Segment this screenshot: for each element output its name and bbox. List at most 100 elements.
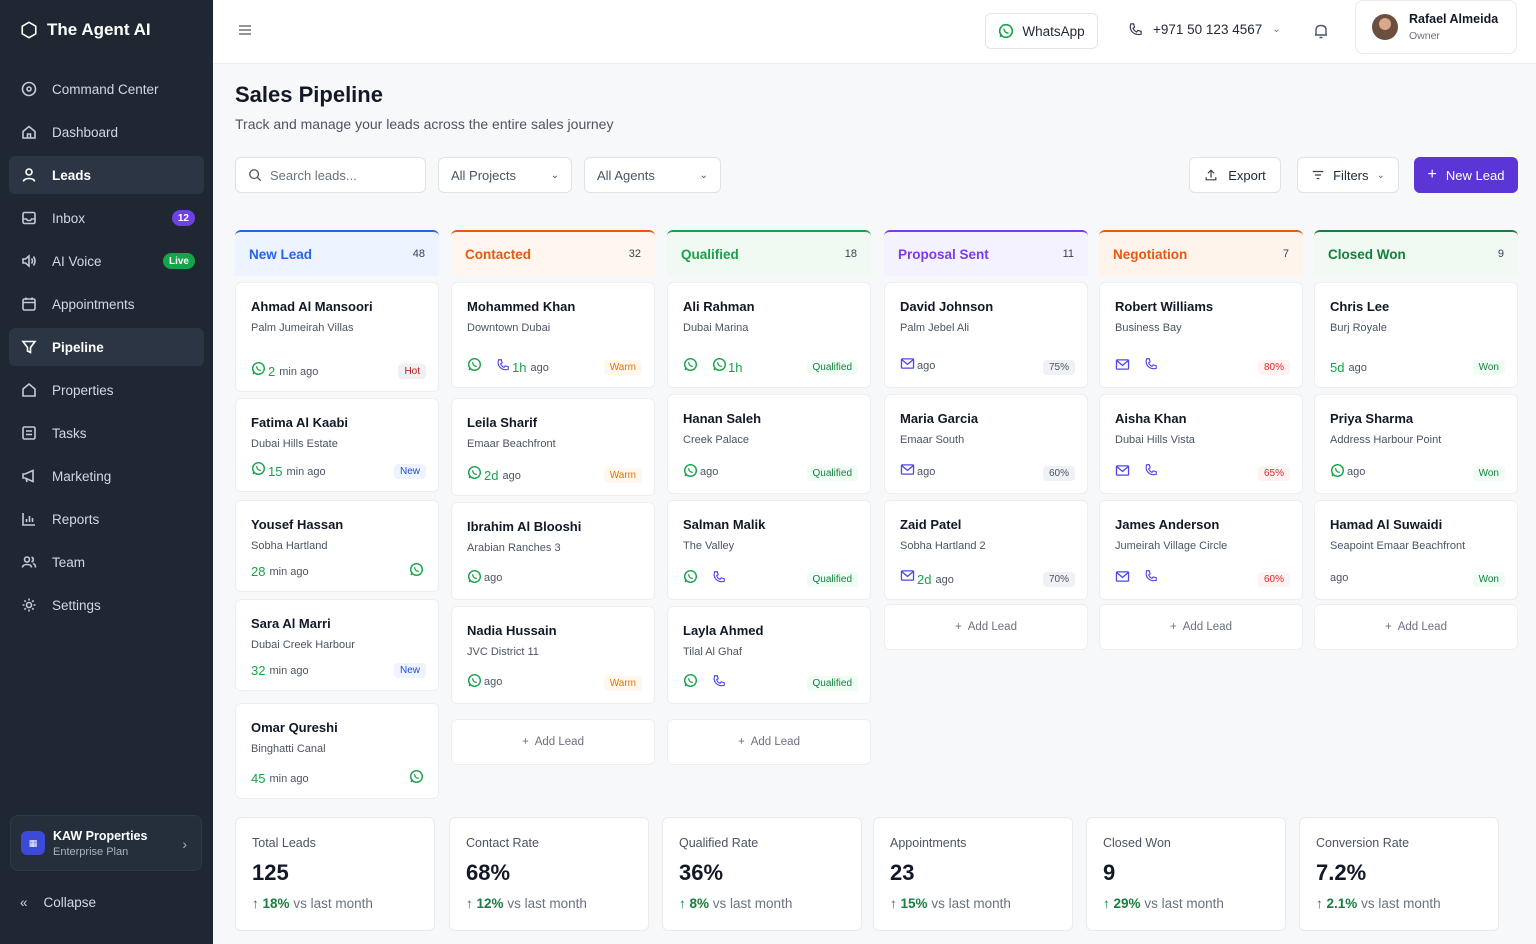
- sidebar-item-command-center[interactable]: Command Center: [9, 70, 204, 108]
- whatsapp-icon[interactable]: [409, 769, 424, 784]
- lead-card[interactable]: Ibrahim Al Blooshi Arabian Ranches 3 ago: [451, 502, 655, 600]
- sidebar-item-reports[interactable]: Reports: [9, 500, 204, 538]
- column-header[interactable]: Contacted 32: [451, 230, 655, 276]
- sidebar-item-marketing[interactable]: Marketing: [9, 457, 204, 495]
- sidebar-item-pipeline[interactable]: Pipeline: [9, 328, 204, 366]
- whatsapp-icon[interactable]: [467, 357, 482, 372]
- column-header[interactable]: Negotiation 7: [1099, 230, 1303, 276]
- sidebar-item-settings[interactable]: Settings: [9, 586, 204, 624]
- whatsapp-icon[interactable]: [251, 461, 266, 476]
- bell-icon[interactable]: [1312, 22, 1330, 40]
- sidebar-item-properties[interactable]: Properties: [9, 371, 204, 409]
- lead-card[interactable]: David Johnson Palm Jebel Ali ago 75%: [884, 282, 1088, 388]
- lead-card[interactable]: Yousef Hassan Sobha Hartland 28 min ago: [235, 500, 439, 592]
- column-header[interactable]: Proposal Sent 11: [884, 230, 1088, 276]
- add-lead-button[interactable]: + Add Lead: [1099, 604, 1303, 650]
- sidebar-item-leads[interactable]: Leads: [9, 156, 204, 194]
- sidebar-item-appointments[interactable]: Appointments: [9, 285, 204, 323]
- whatsapp-icon[interactable]: [1330, 463, 1345, 478]
- lead-location: Emaar South: [900, 434, 965, 446]
- lead-card[interactable]: Fatima Al Kaabi Dubai Hills Estate 15 min a…: [235, 398, 439, 492]
- lead-card[interactable]: Aisha Khan Dubai Hills Vista 65%: [1099, 394, 1303, 494]
- whatsapp-icon[interactable]: [467, 465, 482, 480]
- add-lead-button[interactable]: + Add Lead: [1314, 604, 1518, 650]
- brand[interactable]: The Agent AI: [20, 20, 151, 40]
- filters-button[interactable]: Filters ⌄: [1297, 157, 1399, 193]
- whatsapp-icon[interactable]: [251, 361, 266, 376]
- lead-card[interactable]: Mohammed Khan Downtown Dubai 1h ago Warm: [451, 282, 655, 388]
- mail-icon[interactable]: [1115, 358, 1130, 371]
- whatsapp-icon[interactable]: [683, 463, 698, 478]
- mail-icon[interactable]: [1115, 464, 1130, 477]
- lead-card[interactable]: Ahmad Al Mansoori Palm Jumeirah Villas 2 mi…: [235, 282, 439, 392]
- export-button[interactable]: Export: [1189, 157, 1281, 193]
- stat-value: 23: [890, 860, 915, 885]
- sidebar-item-ai-voice[interactable]: AI Voice Live: [9, 242, 204, 280]
- lead-card[interactable]: Robert Williams Business Bay 80%: [1099, 282, 1303, 388]
- search-input[interactable]: [270, 167, 410, 183]
- column-header[interactable]: New Lead 48: [235, 230, 439, 276]
- whatsapp-button[interactable]: WhatsApp: [985, 13, 1098, 49]
- lead-card[interactable]: Zaid Patel Sobha Hartland 2 2d ago 70%: [884, 500, 1088, 600]
- collapse-button[interactable]: « Collapse: [20, 895, 96, 910]
- lead-card[interactable]: Priya Sharma Address Harbour Point ago Won: [1314, 394, 1518, 494]
- mail-icon[interactable]: [900, 569, 915, 582]
- status-badge: Won: [1472, 466, 1505, 481]
- phone-icon[interactable]: [1144, 569, 1158, 583]
- search-box[interactable]: [235, 157, 426, 193]
- lead-card[interactable]: Nadia Hussain JVC District 11 ago Warm: [451, 606, 655, 704]
- whatsapp-icon[interactable]: [409, 769, 424, 789]
- lead-card[interactable]: Salman Malik The Valley Qualified: [667, 500, 871, 600]
- phone-icon[interactable]: [712, 674, 726, 688]
- phone-selector[interactable]: +971 50 123 4567 ⌄: [1128, 22, 1281, 37]
- sidebar-item-inbox[interactable]: Inbox 12: [9, 199, 204, 237]
- lead-card[interactable]: Chris Lee Burj Royale 5d ago Won: [1314, 282, 1518, 388]
- lead-actions: [251, 361, 266, 376]
- lead-card[interactable]: Layla Ahmed Tilal Al Ghaf Qualified: [667, 606, 871, 704]
- lead-actions: [900, 569, 915, 582]
- phone-icon[interactable]: [496, 358, 510, 372]
- mail-icon[interactable]: [900, 357, 915, 370]
- agent-select[interactable]: All Agents ⌄: [584, 157, 721, 193]
- arrow-up-icon: ↑: [1103, 896, 1114, 911]
- column-header[interactable]: Closed Won 9: [1314, 230, 1518, 276]
- add-lead-button[interactable]: + Add Lead: [667, 719, 871, 765]
- lead-name: Robert Williams: [1115, 299, 1214, 314]
- whatsapp-icon[interactable]: [467, 569, 482, 584]
- lead-card[interactable]: Leila Sharif Emaar Beachfront 2d ago Warm: [451, 398, 655, 496]
- user-menu[interactable]: Rafael Almeida Owner: [1355, 0, 1517, 54]
- whatsapp-icon[interactable]: [712, 357, 727, 372]
- lead-actions: [1115, 463, 1158, 477]
- sidebar-item-tasks[interactable]: Tasks: [9, 414, 204, 452]
- sidebar-item-dashboard[interactable]: Dashboard: [9, 113, 204, 151]
- new-lead-button[interactable]: + New Lead: [1414, 157, 1518, 193]
- column-header[interactable]: Qualified 18: [667, 230, 871, 276]
- add-lead-button[interactable]: + Add Lead: [451, 719, 655, 765]
- lead-time-unit: ago: [700, 466, 719, 478]
- whatsapp-icon[interactable]: [683, 673, 698, 688]
- project-select[interactable]: All Projects ⌄: [438, 157, 572, 193]
- lead-card[interactable]: Ali Rahman Dubai Marina 1h Qualified: [667, 282, 871, 388]
- mail-icon[interactable]: [1115, 570, 1130, 583]
- lead-card[interactable]: Hamad Al Suwaidi Seapoint Emaar Beachfron…: [1314, 500, 1518, 600]
- whatsapp-icon[interactable]: [683, 357, 698, 372]
- phone-icon[interactable]: [1144, 357, 1158, 371]
- whatsapp-icon[interactable]: [683, 569, 698, 584]
- lead-time-unit: min ago: [269, 565, 309, 578]
- sidebar-item-team[interactable]: Team: [9, 543, 204, 581]
- lead-card[interactable]: Sara Al Marri Dubai Creek Harbour 32 min ag…: [235, 599, 439, 691]
- lead-card[interactable]: Hanan Saleh Creek Palace ago Qualified: [667, 394, 871, 494]
- column-title: Closed Won: [1328, 246, 1406, 262]
- lead-card[interactable]: Maria Garcia Emaar South ago 60%: [884, 394, 1088, 494]
- whatsapp-icon[interactable]: [409, 562, 424, 582]
- lead-card[interactable]: James Anderson Jumeirah Village Circle 60%: [1099, 500, 1303, 600]
- mail-icon[interactable]: [900, 463, 915, 476]
- whatsapp-icon[interactable]: [409, 562, 424, 577]
- phone-icon[interactable]: [712, 570, 726, 584]
- phone-icon[interactable]: [1144, 463, 1158, 477]
- hamburger-menu-icon[interactable]: [237, 22, 253, 38]
- organization-switcher[interactable]: ▦ KAW Properties Enterprise Plan ›: [10, 815, 202, 871]
- add-lead-button[interactable]: + Add Lead: [884, 604, 1088, 650]
- lead-card[interactable]: Omar Qureshi Binghatti Canal 45 min ago: [235, 703, 439, 799]
- whatsapp-icon[interactable]: [467, 673, 482, 688]
